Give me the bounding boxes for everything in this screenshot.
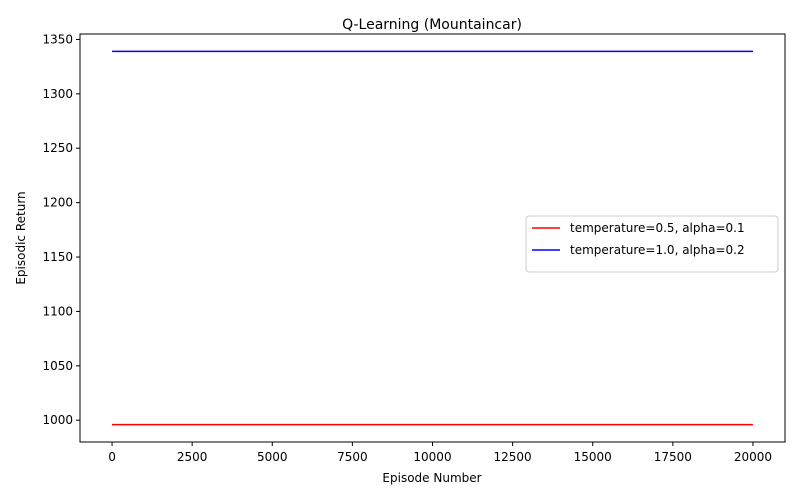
y-axis: 1000 1050 1100 1150 1200 1250 1300 1350	[42, 32, 80, 427]
y-axis-label: Episodic Return	[14, 191, 28, 284]
x-tick-label: 12500	[494, 450, 532, 464]
x-tick-label: 20000	[734, 450, 772, 464]
chart-title: Q-Learning (Mountaincar)	[342, 17, 522, 33]
y-tick-label: 1100	[42, 304, 73, 318]
y-tick-label: 1200	[42, 196, 73, 210]
x-tick-label: 2500	[177, 450, 208, 464]
x-tick-label: 7500	[337, 450, 368, 464]
y-tick-label: 1050	[42, 359, 73, 373]
y-tick-label: 1000	[42, 413, 73, 427]
x-tick-label: 17500	[654, 450, 692, 464]
x-tick-label: 0	[108, 450, 116, 464]
x-tick-label: 10000	[413, 450, 451, 464]
y-tick-label: 1150	[42, 250, 73, 264]
x-axis: 0 2500 5000 7500 10000 12500 15000 17500 20000	[108, 442, 772, 464]
series-layer	[112, 50, 753, 426]
legend-box	[525, 215, 779, 273]
x-tick-label: 15000	[574, 450, 612, 464]
x-axis-label: Episode Number	[382, 471, 481, 485]
x-tick-label: 5000	[257, 450, 288, 464]
y-tick-label: 1350	[42, 32, 73, 46]
legend-entry-1: temperature=0.5, alpha=0.1	[570, 221, 745, 235]
legend: temperature=0.5, alpha=0.1 temperature=1.…	[525, 215, 779, 273]
legend-entry-2: temperature=1.0, alpha=0.2	[570, 243, 745, 257]
y-tick-label: 1300	[42, 87, 73, 101]
y-tick-label: 1250	[42, 141, 73, 155]
